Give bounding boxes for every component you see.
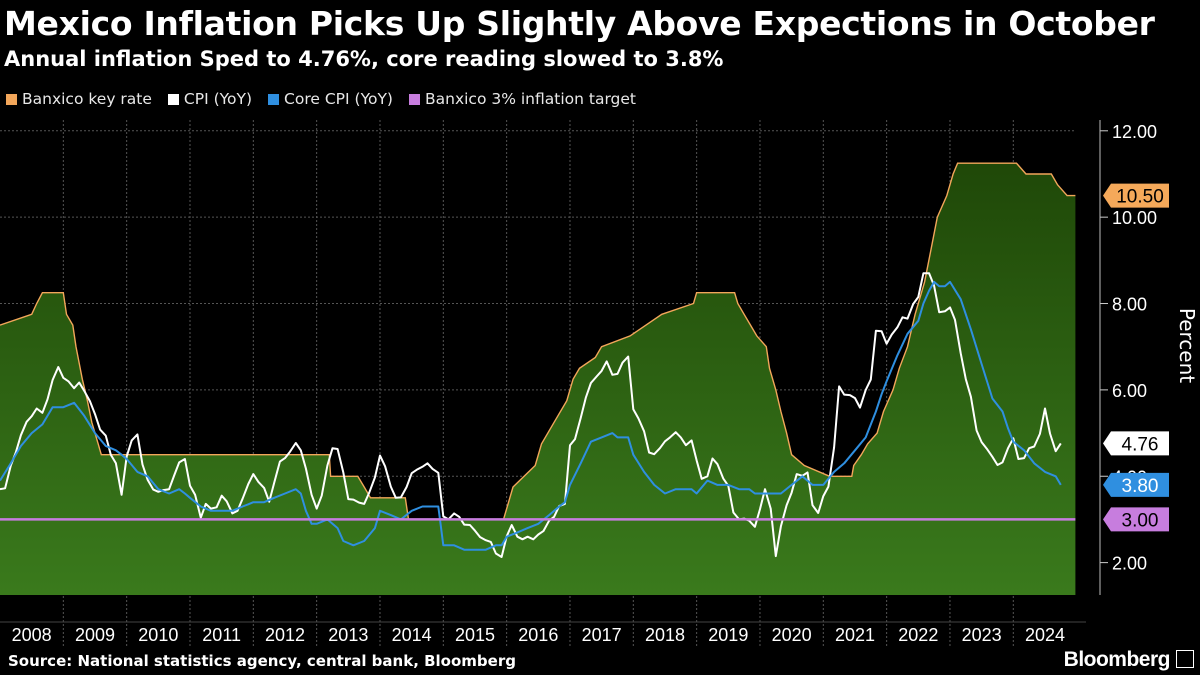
chart-legend: Banxico key rate CPI (YoY) Core CPI (YoY… [6,90,636,108]
last-value-tag: 3.80 [1103,472,1169,497]
y-tick-label: 6.00 [1112,381,1147,401]
legend-label-key-rate: Banxico key rate [22,90,152,108]
y-tick-label: 10.00 [1112,208,1157,228]
x-tick-label: 2016 [518,625,558,645]
label-layer: 10.50 4.76 3.80 3.00 [1103,183,1169,532]
legend-item-key-rate: Banxico key rate [6,90,152,108]
last-value-tag-text: 3.00 [1122,510,1159,531]
axis-layer: 2008 2009 2010 2011 2012 2013 2014 2015 2016 2017… [0,120,1199,645]
y-tick-label: 8.00 [1112,295,1147,315]
key-rate-line [0,162,1076,521]
x-tick-label: 2019 [708,625,748,645]
x-tick-label: 2022 [898,625,938,645]
last-value-tag-bg [1103,472,1169,497]
last-value-tag-bg [1103,183,1169,208]
y-tick-label: 12.00 [1112,122,1157,142]
last-value-tag: 10.50 [1103,183,1169,208]
x-tick-label: 2024 [1025,625,1065,645]
legend-label-core-cpi: Core CPI (YoY) [284,90,393,108]
last-value-tag: 3.00 [1103,507,1169,532]
line-layer [0,162,1076,558]
last-value-tag-bg [1103,431,1169,456]
x-tick-label: 2013 [328,625,368,645]
legend-item-core-cpi: Core CPI (YoY) [268,90,393,108]
last-value-tag-bg [1103,507,1169,532]
legend-item-target: Banxico 3% inflation target [408,90,637,108]
x-tick-label: 2017 [582,625,622,645]
legend-swatch-target [408,93,420,105]
legend-swatch-cpi [167,93,179,105]
last-value-tag-text: 3.80 [1122,476,1159,497]
x-tick-label: 2015 [455,625,495,645]
x-tick-label: 2020 [772,625,812,645]
legend-swatch-core-cpi [268,93,280,105]
cpi-line [0,272,1062,558]
legend-label-target: Banxico 3% inflation target [424,90,637,108]
legend-swatch-key-rate [6,93,17,105]
source-note: Source: National statistics agency, cent… [8,652,516,670]
core-cpi-line [0,280,1062,551]
last-value-tag: 4.76 [1103,431,1169,456]
brand-logo-text: Bloomberg [1063,648,1171,671]
x-tick-label: 2009 [75,625,115,645]
x-tick-label: 2014 [392,625,432,645]
chart-subtitle: Annual inflation Sped to 4.76%, core rea… [4,47,724,71]
x-tick-label: 2023 [962,625,1002,645]
x-tick-label: 2008 [12,625,52,645]
x-tick-label: 2011 [202,625,241,645]
key-rate-area [0,163,1076,595]
y-axis-label: Percent [1175,308,1199,383]
area-layer [0,163,1076,595]
brand-box-icon [1176,650,1194,668]
legend-item-cpi: CPI (YoY) [167,90,253,108]
chart-title: Mexico Inflation Picks Up Slightly Above… [4,4,1155,43]
x-tick-label: 2021 [835,625,875,645]
last-value-tag-text: 4.76 [1122,434,1159,455]
legend-label-cpi: CPI (YoY) [183,90,253,108]
x-tick-label: 2010 [138,625,178,645]
y-tick-label: 2.00 [1112,554,1147,574]
last-value-tag-text: 10.50 [1116,187,1164,208]
x-tick-label: 2012 [265,625,305,645]
x-tick-label: 2018 [645,625,685,645]
